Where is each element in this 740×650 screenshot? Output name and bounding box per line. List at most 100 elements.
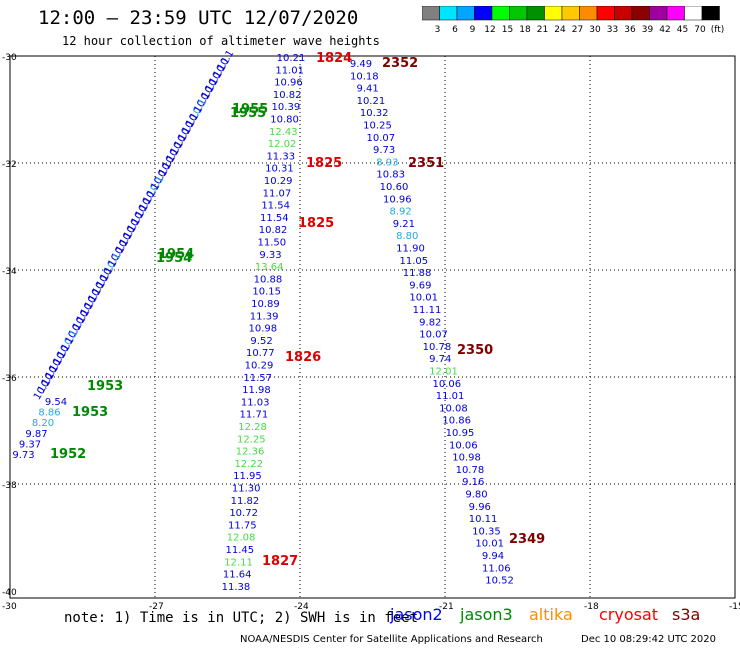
lat-tick-label: -34 — [2, 267, 17, 277]
swh-value: 10.25 — [363, 121, 392, 132]
pass-time-label: 2352 — [382, 56, 418, 71]
pass-time-label: 1953 — [87, 379, 123, 394]
pass-time-label: 2349 — [509, 532, 545, 547]
swh-value: 12.22 — [234, 459, 263, 470]
swh-value: 10.08 — [439, 403, 468, 414]
swh-value: 9.96 — [469, 502, 491, 513]
pass-time-label: 1826 — [285, 350, 321, 365]
legend-jason2: jason2 — [390, 605, 443, 624]
swh-value: 12.28 — [238, 422, 267, 433]
swh-value: 11.88 — [403, 268, 432, 279]
swh-value: 9.33 — [259, 250, 281, 261]
colorbar-label: 6 — [452, 25, 458, 35]
swh-value: 10.31 — [265, 164, 294, 175]
swh-value: 11.11 — [413, 305, 442, 316]
swh-value: 9.69 — [409, 280, 431, 291]
pass-time-label: 1825 — [298, 216, 334, 231]
pass-time-label: 1952 — [50, 447, 86, 462]
colorbar-label: 21 — [537, 25, 548, 35]
swh-value: 10.21 — [277, 53, 306, 64]
swh-value: 9.16 — [462, 477, 484, 488]
swh-value: 10.80 — [270, 115, 299, 126]
colorbar-label: 24 — [554, 25, 566, 35]
swh-value: 10.11 — [469, 514, 498, 525]
swh-value: 10.29 — [245, 361, 274, 372]
swh-value: 8.86 — [38, 408, 60, 419]
swh-value: 9.37 — [19, 439, 41, 450]
lat-tick-label: -32 — [2, 160, 17, 170]
swh-value: 11.07 — [263, 188, 292, 199]
swh-value: 10.96 — [274, 78, 303, 89]
legend-jason3: jason3 — [460, 605, 513, 624]
pass-time-label: 1954 — [156, 251, 192, 266]
colorbar-label: 33 — [607, 25, 618, 35]
swh-value: 9.21 — [393, 219, 415, 230]
swh-value: 9.52 — [250, 336, 272, 347]
swh-value: 10.82 — [259, 225, 288, 236]
pass-time-label: 2351 — [408, 156, 444, 171]
swh-value: 11.95 — [233, 471, 262, 482]
swh-value: 10.06 — [432, 379, 461, 390]
swh-value: 10.60 — [380, 182, 409, 193]
legend-altika: altika — [529, 605, 573, 624]
swh-value: 12.02 — [268, 139, 297, 150]
swh-value: 11.33 — [266, 151, 295, 162]
swh-value: 11.57 — [243, 373, 272, 384]
colorbar-label: (ft) — [711, 25, 725, 35]
swh-value: 10.01 — [409, 293, 438, 304]
swh-value: 11.54 — [260, 213, 289, 224]
swh-value: 11.01 — [436, 391, 465, 402]
colorbar-swatch — [701, 6, 720, 21]
swh-value: 11.90 — [396, 244, 425, 255]
lon-tick-label: -15 — [729, 602, 740, 610]
swh-value: 10.32 — [360, 108, 389, 119]
swh-value: 10.21 — [357, 96, 386, 107]
colorbar-label: 12 — [484, 25, 495, 35]
swh-value: 10.98 — [452, 453, 481, 464]
lon-tick-label: -30 — [2, 602, 17, 610]
swh-value: 13.64 — [255, 262, 284, 273]
swh-value: 11.50 — [257, 238, 286, 249]
swh-value: 11.01 — [275, 65, 304, 76]
credit-line: NOAA/NESDIS Center for Satellite Applica… — [240, 634, 543, 645]
swh-value: 10.86 — [442, 416, 471, 427]
lon-tick-label: -27 — [149, 602, 164, 610]
colorbar-label: 39 — [642, 25, 654, 35]
swh-value: 10.18 — [350, 71, 379, 82]
swh-value: 8.92 — [389, 207, 411, 218]
colorbar-label: 27 — [572, 25, 583, 35]
swh-value: 12.36 — [236, 447, 265, 458]
colorbar-label: 45 — [677, 25, 688, 35]
swh-value: 10.82 — [273, 90, 302, 101]
swh-value: 12.43 — [269, 127, 298, 138]
swh-value: 10.77 — [246, 348, 275, 359]
swh-value: 9.41 — [356, 84, 378, 95]
pass-time-label: 2350 — [457, 343, 493, 358]
pass-time-label: 1825 — [306, 156, 342, 171]
swh-value: 10.07 — [366, 133, 395, 144]
swh-value: 11.64 — [223, 570, 252, 581]
legend-s3a: s3a — [672, 605, 701, 624]
colorbar-label: 9 — [470, 25, 476, 35]
swh-value: 11.98 — [242, 385, 271, 396]
colorbar-label: 30 — [589, 25, 601, 35]
swh-value: 12.25 — [237, 434, 266, 445]
color-scale-bar: 3 6 9 12 15 18 21 24 27 30 33 36 39 42 45 70 (ft) — [422, 6, 725, 35]
swh-value: 10.35 — [472, 526, 501, 537]
swh-value: 10.89 — [251, 299, 280, 310]
colorbar-label: 3 — [435, 25, 441, 35]
page-title: 12:00 – 23:59 UTC 12/07/2020 — [38, 7, 359, 29]
swh-value: 10.15 — [252, 287, 281, 298]
swh-value: 11.71 — [240, 410, 269, 421]
lon-tick-label: -18 — [584, 602, 599, 610]
swh-value: 9.73 — [373, 145, 395, 156]
lat-tick-label: -30 — [2, 53, 17, 63]
legend-cryosat: cryosat — [599, 605, 659, 624]
swh-value: 9.82 — [419, 317, 441, 328]
colorbar-label: 36 — [624, 25, 636, 35]
swh-value: 10.83 — [376, 170, 405, 181]
swh-value: 10.96 — [383, 194, 412, 205]
swh-value: 9.74 — [429, 354, 451, 365]
colorbar-label: 42 — [659, 25, 670, 35]
pass-time-label: 1953 — [72, 405, 108, 420]
